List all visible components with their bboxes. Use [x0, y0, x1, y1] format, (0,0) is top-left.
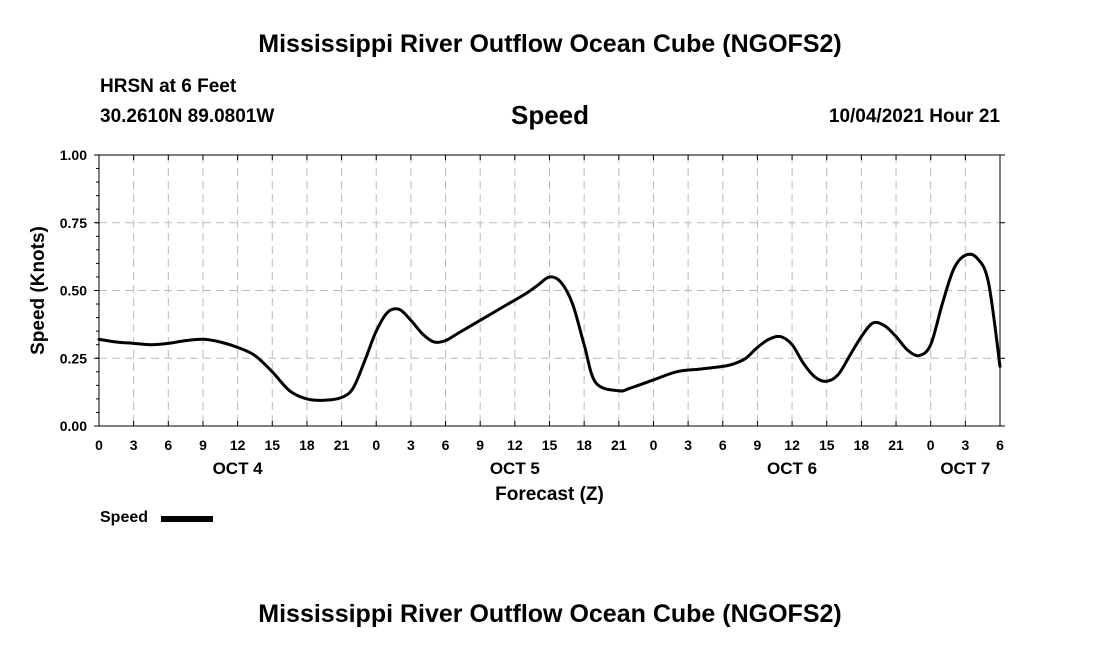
x-axis-title: Forecast (Z) [495, 484, 604, 505]
chart-title-top: Mississippi River Outflow Ocean Cube (NG… [258, 30, 842, 58]
x-tick-label: 3 [407, 437, 415, 453]
x-day-label: OCT 4 [213, 459, 264, 478]
legend-label: Speed [100, 509, 149, 526]
series-line-speed [97, 252, 1002, 402]
x-tick-label: 0 [927, 437, 935, 453]
x-tick-label: 6 [442, 437, 450, 453]
x-tick-label: 3 [961, 437, 969, 453]
x-tick-label: 18 [576, 437, 592, 453]
x-tick-label: 18 [854, 437, 870, 453]
x-tick-label: 3 [130, 437, 138, 453]
x-tick-label: 9 [754, 437, 762, 453]
x-day-label: OCT 7 [940, 459, 990, 478]
series-layer [97, 252, 1002, 402]
chart-title-bottom: Mississippi River Outflow Ocean Cube (NG… [258, 600, 842, 628]
legend-line-swatch [161, 516, 213, 522]
x-tick-label: 6 [164, 437, 172, 453]
y-axis-title: Speed (Knots) [28, 226, 49, 355]
x-tick-label: 21 [888, 437, 904, 453]
x-tick-label: 12 [507, 437, 523, 453]
x-tick-label: 12 [784, 437, 800, 453]
x-tick-label: 18 [299, 437, 315, 453]
x-tick-label: 9 [199, 437, 207, 453]
axes-layer [94, 154, 1005, 427]
x-tick-label: 12 [230, 437, 246, 453]
labels-layer: 0 3 6 9 12 15 18 21 0 3 6 9 12 15 18 21 0 3 6 9 12 15 18 21 0 3 6 0… [28, 147, 1004, 505]
x-tick-label: 9 [476, 437, 484, 453]
x-tick-label: 15 [819, 437, 835, 453]
x-day-label: OCT 6 [767, 459, 817, 478]
y-tick-label: 0.75 [60, 215, 87, 231]
y-tick-label: 0.25 [60, 350, 87, 366]
x-tick-label: 3 [684, 437, 692, 453]
y-tick-label: 0.00 [60, 418, 87, 434]
x-tick-label: 0 [372, 437, 380, 453]
x-tick-label: 15 [264, 437, 280, 453]
variable-title: Speed [510, 100, 590, 130]
y-tick-label: 1.00 [60, 147, 87, 163]
x-tick-label: 0 [95, 437, 103, 453]
x-tick-label: 15 [542, 437, 558, 453]
x-day-label: OCT 5 [490, 459, 540, 478]
x-tick-label: 6 [719, 437, 727, 453]
station-coordinates: 30.2610N 89.0801W [100, 106, 275, 127]
x-tick-label: 6 [996, 437, 1004, 453]
x-tick-label: 21 [334, 437, 350, 453]
y-tick-label: 0.50 [60, 283, 87, 299]
grid-layer [99, 155, 1000, 426]
station-label: HRSN at 6 Feet [100, 76, 237, 97]
forecast-datetime: 10/04/2021 Hour 21 [828, 106, 1000, 127]
x-tick-label: 21 [611, 437, 627, 453]
x-tick-label: 0 [650, 437, 658, 453]
